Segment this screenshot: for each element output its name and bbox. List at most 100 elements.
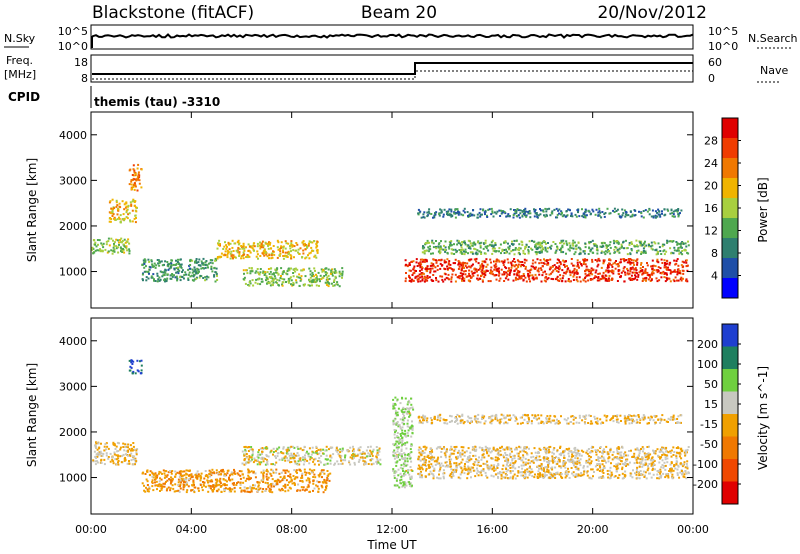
power-scatter-point xyxy=(135,217,137,219)
velocity-scatter-point xyxy=(192,480,195,483)
power-scatter-point xyxy=(464,273,467,276)
power-scatter-point xyxy=(544,246,547,249)
power-scatter-point xyxy=(663,259,666,262)
power-scatter-point xyxy=(493,247,496,250)
power-scatter-point xyxy=(137,175,140,178)
velocity-scatter-point xyxy=(117,461,119,464)
power-scatter-point xyxy=(230,250,233,253)
velocity-scatter-point xyxy=(156,488,158,491)
power-scatter-point xyxy=(152,273,155,276)
power-scatter-point xyxy=(648,245,650,248)
velocity-scatter-point xyxy=(428,452,431,455)
power-scatter-point xyxy=(195,259,198,262)
power-scatter-point xyxy=(686,251,689,254)
velocity-scatter-point xyxy=(393,449,396,452)
power-scatter-point xyxy=(522,279,525,282)
power-scatter-point xyxy=(486,245,489,248)
power-scatter-point xyxy=(308,279,311,282)
power-scatter-point xyxy=(428,208,431,211)
power-scatter-point xyxy=(112,213,115,216)
velocity-scatter-point xyxy=(166,487,169,490)
power-scatter-point xyxy=(147,258,150,261)
power-scatter-point xyxy=(560,210,563,213)
velocity-scatter-point xyxy=(105,442,108,445)
power-scatter-point xyxy=(591,278,594,281)
velocity-scatter-point xyxy=(547,448,550,451)
velocity-scatter-point xyxy=(363,460,366,463)
power-scatter-point xyxy=(524,246,527,249)
power-scatter-point xyxy=(198,270,200,273)
power-scatter-point xyxy=(528,210,531,212)
power-scatter-point xyxy=(517,209,520,212)
power-scatter-point xyxy=(257,257,259,260)
power-scatter-point xyxy=(618,251,621,254)
power-scatter-point xyxy=(316,251,319,254)
power-scatter-point xyxy=(408,269,411,272)
power-scatter-point xyxy=(333,278,336,281)
freq-right-tick-top: 60 xyxy=(708,56,722,69)
velocity-scatter-point xyxy=(293,484,296,486)
power-scatter-point xyxy=(598,210,601,213)
power-scatter-point xyxy=(654,265,657,268)
power-scatter-point xyxy=(425,266,427,269)
power-scatter-point xyxy=(324,281,327,284)
power-scatter-point xyxy=(596,247,599,250)
power-scatter-point xyxy=(408,262,411,265)
velocity-scatter-point xyxy=(290,445,293,448)
velocity-scatter-point xyxy=(250,446,253,448)
velocity-scatter-point xyxy=(548,446,551,449)
power-scatter-point xyxy=(617,263,620,265)
velocity-scatter-point xyxy=(195,474,198,477)
velocity-scatter-point xyxy=(222,468,224,471)
velocity-scatter-point xyxy=(411,428,414,431)
power-scatter-point xyxy=(479,208,482,211)
velocity-scatter-point xyxy=(177,481,180,484)
velocity-scatter-region-0 xyxy=(92,441,139,466)
freq-label-line2: [MHz] xyxy=(4,68,36,81)
velocity-scatter-point xyxy=(528,470,531,473)
power-scatter-point xyxy=(246,272,249,275)
power-scatter-point xyxy=(129,220,132,223)
velocity-scatter-point xyxy=(246,446,249,449)
velocity-scatter-point xyxy=(687,446,690,448)
power-scatter-point xyxy=(666,208,669,211)
power-scatter-point xyxy=(159,270,162,273)
power-scatter-point xyxy=(296,268,299,271)
power-scatter-point xyxy=(323,275,326,277)
velocity-scatter-point xyxy=(303,468,306,471)
power-scatter-point xyxy=(295,279,298,282)
velocity-scatter-point xyxy=(401,421,404,424)
power-scatter-point xyxy=(130,203,133,206)
power-scatter-point xyxy=(485,247,488,250)
velocity-scatter-point xyxy=(170,470,173,473)
velocity-scatter-point xyxy=(572,471,575,474)
velocity-scatter-point xyxy=(403,411,406,414)
power-scatter-point xyxy=(432,246,435,249)
power-scatter-point xyxy=(326,278,329,281)
power-scatter-point xyxy=(607,263,609,266)
power-scatter-point xyxy=(211,270,214,273)
velocity-scatter-point xyxy=(243,458,246,460)
power-scatter-point xyxy=(663,264,666,267)
velocity-scatter-point xyxy=(404,397,407,400)
power-scatter-point xyxy=(468,274,471,277)
power-scatter-point xyxy=(536,248,538,251)
power-scatter-point xyxy=(213,274,216,277)
velocity-scatter-point xyxy=(202,481,204,483)
power-scatter-point xyxy=(460,213,463,216)
velocity-scatter-point xyxy=(307,477,310,480)
velocity-scatter-point xyxy=(267,476,270,479)
velocity-scatter-point xyxy=(271,469,274,472)
velocity-scatter-point xyxy=(400,450,403,452)
power-scatter-point xyxy=(537,243,540,246)
velocity-scatter-point xyxy=(188,474,191,477)
velocity-scatter-point xyxy=(410,485,413,488)
power-scatter-point xyxy=(489,270,492,273)
power-scatter-point xyxy=(290,244,293,247)
velocity-scatter-point xyxy=(256,459,259,462)
power-scatter-point xyxy=(459,242,461,245)
power-scatter-point xyxy=(470,264,473,267)
power-scatter-point xyxy=(673,246,676,249)
power-scatter-point xyxy=(132,186,135,188)
power-scatter-point xyxy=(187,273,190,276)
